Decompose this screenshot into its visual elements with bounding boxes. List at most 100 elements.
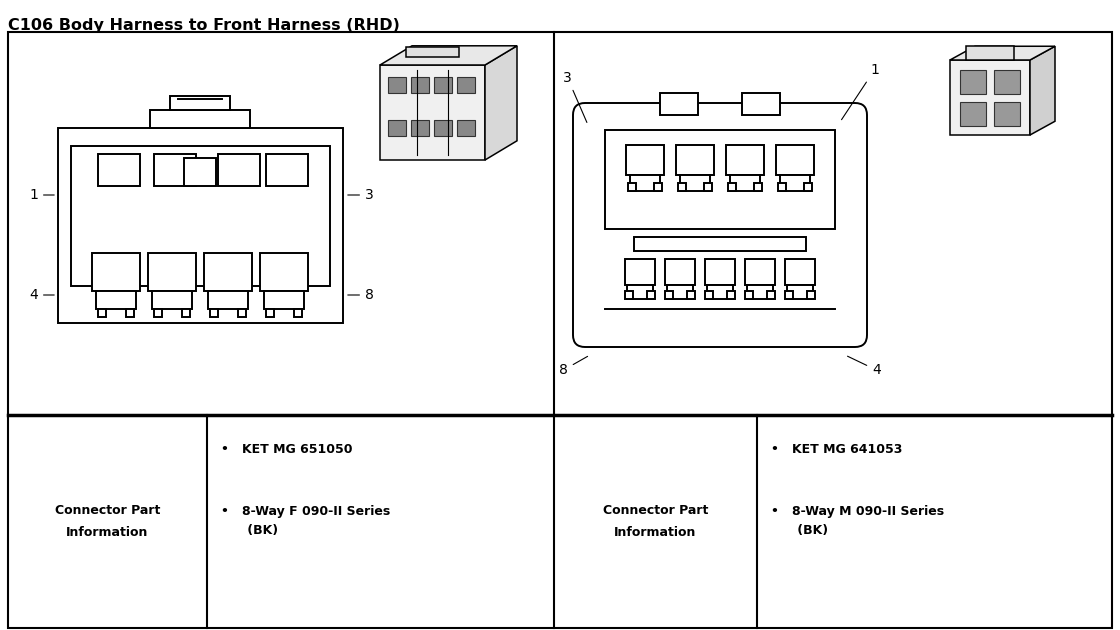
Bar xyxy=(411,120,429,136)
Bar xyxy=(741,93,780,115)
Text: C106 Body Harness to Front Harness (RHD): C106 Body Harness to Front Harness (RHD) xyxy=(8,18,400,33)
Bar xyxy=(148,253,196,290)
Bar xyxy=(745,259,775,285)
Bar xyxy=(181,309,190,316)
Bar xyxy=(726,145,764,175)
Bar xyxy=(237,309,246,316)
Bar xyxy=(995,102,1020,126)
Text: Connector Part
Information: Connector Part Information xyxy=(55,505,160,539)
Bar xyxy=(785,259,815,285)
Bar xyxy=(99,309,106,316)
Bar xyxy=(388,77,405,93)
Bar xyxy=(960,102,986,126)
Bar xyxy=(626,145,664,175)
Bar xyxy=(785,291,793,299)
Bar xyxy=(57,127,343,323)
Bar xyxy=(995,70,1020,94)
Bar xyxy=(804,183,812,191)
Bar xyxy=(704,183,712,191)
Bar xyxy=(211,309,218,316)
Bar xyxy=(704,291,713,299)
Bar xyxy=(208,290,248,309)
Bar xyxy=(204,253,252,290)
Bar xyxy=(808,291,815,299)
Bar xyxy=(153,154,196,185)
Bar xyxy=(435,77,452,93)
Bar xyxy=(99,154,140,185)
Bar xyxy=(457,120,475,136)
Polygon shape xyxy=(1030,46,1055,135)
Bar xyxy=(627,285,653,299)
Bar xyxy=(965,46,1014,60)
Bar xyxy=(71,146,329,285)
Text: •   8-Way F 090-II Series
      (BK): • 8-Way F 090-II Series (BK) xyxy=(221,505,390,537)
Bar xyxy=(747,285,773,299)
Bar xyxy=(628,183,636,191)
Text: 3: 3 xyxy=(348,188,374,202)
Bar xyxy=(660,93,698,115)
Bar xyxy=(218,154,260,185)
Bar xyxy=(665,291,673,299)
Bar xyxy=(634,237,806,251)
Bar xyxy=(654,183,662,191)
Bar xyxy=(950,60,1030,135)
Bar xyxy=(625,259,655,285)
Bar xyxy=(730,175,760,191)
Bar xyxy=(435,120,452,136)
Bar xyxy=(678,183,685,191)
Bar xyxy=(125,309,134,316)
Bar xyxy=(960,70,986,94)
Text: 3: 3 xyxy=(563,71,587,122)
Polygon shape xyxy=(485,46,517,160)
Bar xyxy=(184,158,216,185)
Bar xyxy=(388,120,405,136)
Bar xyxy=(687,291,696,299)
FancyBboxPatch shape xyxy=(573,103,867,347)
Text: 1: 1 xyxy=(841,63,879,120)
Bar xyxy=(457,77,475,93)
Bar xyxy=(407,47,459,57)
Bar xyxy=(676,145,715,175)
Bar xyxy=(96,290,136,309)
Bar xyxy=(778,183,786,191)
Bar xyxy=(152,290,192,309)
Bar xyxy=(745,291,753,299)
Text: Connector Part
Information: Connector Part Information xyxy=(603,505,708,539)
Bar xyxy=(267,154,308,185)
Bar xyxy=(625,291,633,299)
Bar xyxy=(665,259,696,285)
Text: 4: 4 xyxy=(848,356,880,377)
Bar xyxy=(647,291,655,299)
Bar xyxy=(380,65,485,160)
Text: 8: 8 xyxy=(559,357,588,377)
Text: •   KET MG 641053: • KET MG 641053 xyxy=(771,443,903,456)
Bar xyxy=(754,183,762,191)
Bar xyxy=(704,259,735,285)
Bar xyxy=(767,291,775,299)
Bar xyxy=(727,291,735,299)
Text: •   KET MG 651050: • KET MG 651050 xyxy=(221,443,353,456)
Polygon shape xyxy=(950,46,1055,60)
Bar xyxy=(264,290,304,309)
Text: •   8-Way M 090-II Series
      (BK): • 8-Way M 090-II Series (BK) xyxy=(771,505,944,537)
Bar xyxy=(260,253,308,290)
Bar xyxy=(707,285,732,299)
Bar xyxy=(728,183,736,191)
Bar xyxy=(780,175,810,191)
Bar xyxy=(668,285,693,299)
Bar xyxy=(170,96,230,110)
Bar xyxy=(92,253,140,290)
Bar xyxy=(787,285,813,299)
Bar xyxy=(629,175,660,191)
Bar xyxy=(150,110,250,127)
Bar xyxy=(153,309,162,316)
Bar xyxy=(605,130,836,229)
Bar xyxy=(680,175,710,191)
Text: 8: 8 xyxy=(348,288,374,302)
Bar xyxy=(776,145,814,175)
Bar xyxy=(267,309,274,316)
Bar xyxy=(411,77,429,93)
Text: 1: 1 xyxy=(29,188,54,202)
Bar xyxy=(293,309,302,316)
Text: 4: 4 xyxy=(29,288,54,302)
